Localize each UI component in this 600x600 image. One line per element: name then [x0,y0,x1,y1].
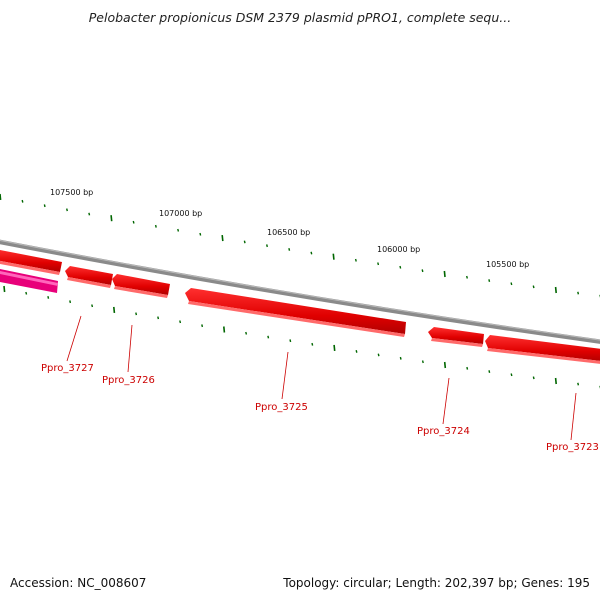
gene-label-ppro-3725[interactable]: Ppro_3725 [255,402,308,413]
major-tick [0,193,2,201]
minor-tick [310,251,313,255]
minor-tick [132,220,135,224]
leader-line-ppro-3724 [442,377,450,425]
minor-tick [47,296,50,299]
minor-tick [466,366,469,370]
minor-tick [88,212,91,216]
minor-tick [179,320,182,324]
minor-tick [201,324,204,328]
minor-tick [466,275,468,279]
inner-tick-marks [3,285,600,389]
gene-label-ppro-3723[interactable]: Ppro_3723 [546,442,599,453]
minor-tick [421,269,424,273]
minor-tick [243,240,246,244]
minor-tick [488,370,491,373]
topology-summary-text: Topology: circular; Length: 202,397 bp; … [283,576,590,590]
accession-text: Accession: NC_008607 [10,576,147,590]
gene-label-ppro-3724[interactable]: Ppro_3724 [417,426,470,437]
gene-arrow-ppro-3723[interactable] [485,335,600,365]
page-title: Pelobacter propionicus DSM 2379 plasmid … [88,10,512,25]
gene-arrow-ppro-3728[interactable] [0,249,62,275]
major-tick [554,377,557,385]
minor-tick [421,360,424,364]
minor-tick [577,291,580,295]
minor-tick [199,232,202,236]
minor-tick [154,224,157,228]
gene-label-ppro-3727[interactable]: Ppro_3727 [41,363,94,374]
leader-line-ppro-3725 [281,351,289,400]
minor-tick [245,331,248,335]
minor-tick [135,312,138,316]
leader-line-ppro-3726 [127,324,133,373]
gene-arrow-ppro-3724[interactable] [428,327,484,347]
minor-tick [267,335,270,339]
minor-tick [377,353,380,357]
minor-tick [157,316,160,320]
minor-tick [532,285,535,289]
leader-line-ppro-3723 [570,392,577,441]
minor-tick [377,262,380,266]
leader-line-ppro-3727 [66,315,82,362]
ruler-label-106000: 106000 bp [377,245,420,254]
minor-tick [399,356,402,360]
ruler-label-106500: 106500 bp [267,228,310,237]
outer-tick-marks [0,193,600,298]
minor-tick [177,228,180,232]
minor-tick [289,339,292,343]
minor-tick [66,208,68,212]
minor-tick [399,265,402,269]
major-tick [223,326,226,333]
ruler-label-107500: 107500 bp [50,188,93,197]
gene-label-ppro-3726[interactable]: Ppro_3726 [102,375,155,386]
major-tick [3,285,6,293]
ruler-label-105500: 105500 bp [486,260,529,269]
plasmid-backbone-highlight [0,239,600,341]
major-tick [333,344,336,351]
gene-arrow-ppro-3727[interactable] [65,266,113,288]
major-tick [113,306,116,313]
minor-tick [354,258,357,262]
minor-tick [355,350,358,353]
gene-arrow-ppro-3725[interactable] [185,288,406,337]
minor-tick [69,300,72,304]
minor-tick [488,279,491,282]
minor-tick [577,382,580,386]
major-tick [221,235,224,242]
minor-tick [25,291,28,295]
gene-arrow-ppro-3726[interactable] [112,274,170,298]
minor-tick [43,204,46,208]
minor-tick [510,373,513,377]
minor-tick [91,304,94,308]
minor-tick [266,244,268,248]
minor-tick [510,282,513,286]
major-tick [110,215,113,222]
minor-tick [21,199,24,203]
gene-arrow-reverse-strand[interactable] [0,268,58,293]
minor-tick [532,376,535,380]
plasmid-backbone [0,239,600,344]
minor-tick [311,342,314,346]
major-tick [443,270,446,278]
major-tick [332,253,335,260]
major-tick [554,286,557,294]
major-tick [443,361,447,369]
minor-tick [288,248,291,251]
ruler-label-107000: 107000 bp [159,209,202,218]
